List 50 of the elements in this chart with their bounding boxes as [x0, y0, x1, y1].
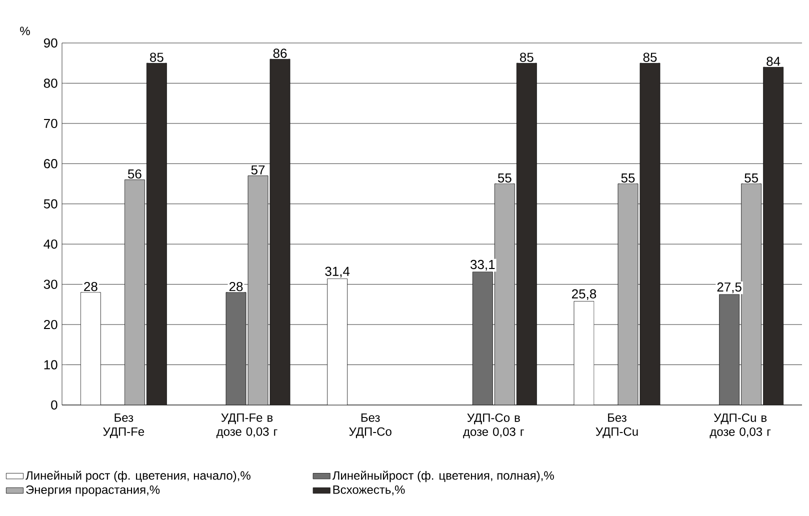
bar — [248, 176, 268, 405]
legend-label: Линейныйрост (ф. цветения, полная),% — [332, 470, 554, 482]
bar — [618, 184, 638, 405]
data-label: 55 — [498, 174, 512, 183]
legend-label: Линейный рост (ф. цветения, начало),% — [26, 470, 250, 482]
data-label: 55 — [744, 174, 758, 183]
x-tick-label: Без УДП-Fe — [103, 413, 144, 438]
y-tick-label: 80 — [44, 78, 58, 88]
y-tick-label: 90 — [44, 38, 58, 48]
data-label: 85 — [150, 52, 164, 62]
x-tick-label: УДП-Co в дозе 0,03 г — [463, 413, 524, 438]
x-tick-label: Без УДП-Co — [349, 413, 392, 438]
bar — [472, 272, 493, 405]
bar — [124, 180, 145, 405]
data-label: 25,8 — [572, 289, 596, 300]
data-label: 55 — [621, 174, 635, 183]
data-label: 31,4 — [325, 266, 350, 278]
x-tick-label: УДП-Fe в дозе 0,03 г — [216, 413, 278, 438]
legend-label: Всхожесть,% — [333, 485, 405, 496]
y-axis-title: % — [20, 26, 30, 36]
bar — [146, 62, 167, 405]
x-tick-label: УДП-Cu в дозе 0,03 г — [710, 413, 771, 438]
x-tick-label: Без УДП-Cu — [596, 413, 638, 438]
data-label: 27,5 — [717, 282, 742, 294]
y-tick-label: 50 — [44, 199, 58, 208]
y-tick-label: 10 — [44, 360, 58, 370]
data-label: 28 — [84, 282, 98, 292]
y-tick-label: 60 — [44, 159, 58, 168]
bar — [226, 292, 246, 405]
y-tick-label: 70 — [44, 118, 58, 128]
y-tick-label: 40 — [44, 239, 58, 249]
data-label: 85 — [643, 52, 657, 62]
data-label: 28 — [229, 282, 243, 292]
bar — [719, 294, 740, 405]
bar — [763, 66, 784, 405]
bar — [270, 58, 290, 405]
bar — [741, 184, 762, 405]
y-tick-label: 0 — [51, 400, 58, 410]
bar — [516, 62, 537, 405]
data-label: 57 — [251, 165, 265, 175]
data-label: 33,1 — [470, 260, 495, 271]
y-tick-label: 20 — [44, 320, 58, 330]
data-label: 85 — [520, 52, 534, 62]
bar — [494, 184, 515, 405]
y-tick-label: 30 — [44, 280, 58, 289]
legend-label: Энергия прорастания,% — [26, 485, 160, 496]
data-label: 84 — [766, 56, 780, 66]
bar — [640, 62, 660, 405]
data-label: 56 — [128, 169, 142, 179]
data-label: 86 — [273, 48, 287, 58]
